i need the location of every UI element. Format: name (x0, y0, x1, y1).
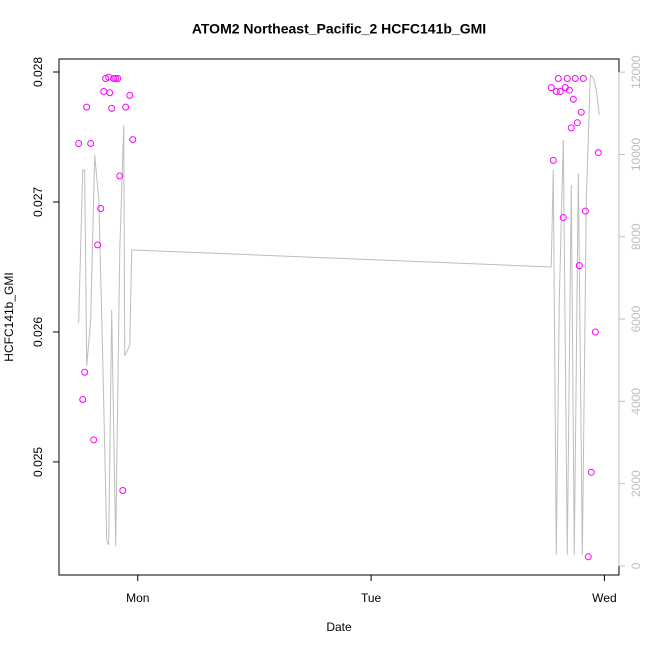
point (90, 436, 98, 444)
point (108, 104, 116, 112)
point (571, 74, 579, 82)
point (577, 108, 585, 116)
y-axis-label: HCFC141b_GMI (2, 272, 16, 361)
point (579, 74, 587, 82)
point (94, 241, 102, 249)
point (563, 74, 571, 82)
y2-tick-label: 8000 (629, 223, 643, 250)
point (97, 204, 105, 212)
y2-tick-label: 0 (629, 562, 643, 569)
point (112, 74, 120, 82)
point (114, 74, 122, 82)
point (129, 136, 137, 144)
point (567, 124, 575, 132)
x-axis-label: Date (326, 620, 352, 634)
point (554, 74, 562, 82)
y-tick-label: 0.028 (31, 57, 45, 87)
point (119, 487, 127, 495)
point (106, 89, 114, 97)
line (78, 73, 600, 555)
y2-tick-label: 12000 (629, 55, 643, 89)
point (105, 73, 113, 81)
point (556, 87, 564, 95)
point (549, 156, 557, 164)
point (587, 468, 595, 476)
plot-frame (58, 58, 620, 576)
point (565, 86, 573, 94)
point (100, 87, 108, 95)
point (575, 262, 583, 270)
point (594, 149, 602, 157)
x-tick-label: Mon (126, 591, 149, 605)
point (81, 368, 89, 376)
point (116, 172, 124, 180)
y-tick-label: 0.025 (31, 447, 45, 477)
x-tick-label: Wed (592, 591, 616, 605)
y-tick-label: 0.026 (31, 317, 45, 347)
y2-tick-label: 10000 (629, 137, 643, 171)
point (559, 214, 567, 222)
point (584, 553, 592, 561)
y-tick-label: 0.027 (31, 187, 45, 217)
point (581, 207, 589, 215)
chart-title: ATOM2 Northeast_Pacific_2 HCFC141b_GMI (192, 21, 486, 37)
point (569, 95, 577, 103)
point (122, 103, 130, 111)
point (75, 139, 83, 147)
y2-tick-label: 6000 (629, 305, 643, 332)
point (547, 84, 555, 92)
y2-tick-label: 2000 (629, 470, 643, 497)
x-tick-label: Tue (361, 591, 382, 605)
point (552, 87, 560, 95)
point (79, 396, 87, 404)
y2-tick-label: 4000 (629, 388, 643, 415)
point (126, 91, 134, 99)
point (87, 139, 95, 147)
point (83, 103, 91, 111)
point (573, 119, 581, 127)
point (110, 74, 118, 82)
point (591, 328, 599, 336)
